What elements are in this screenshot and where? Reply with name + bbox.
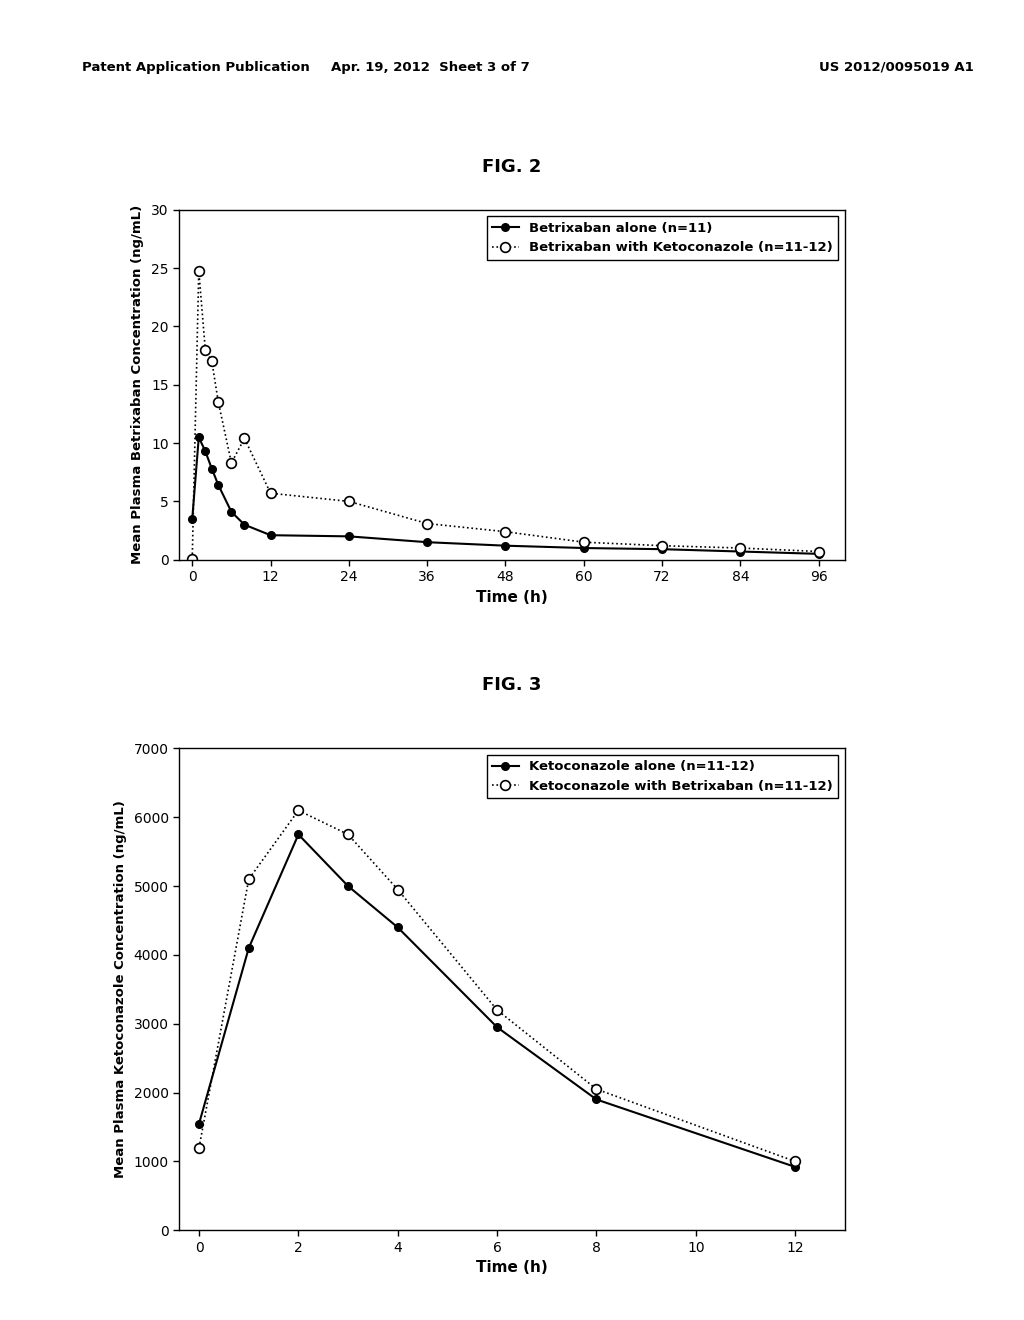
Ketoconazole with Betrixaban (n=11-12) — [788, 1154, 801, 1170]
Betrixaban alone (n=11) — [225, 504, 238, 520]
Betrixaban with Ketoconazole (n=11-12) — [656, 537, 669, 553]
Betrixaban alone (n=11) — [199, 444, 211, 459]
Betrixaban with Ketoconazole (n=11-12) — [193, 263, 205, 279]
Betrixaban with Ketoconazole (n=11-12) — [578, 535, 590, 550]
Betrixaban alone (n=11) — [206, 461, 218, 477]
Line: Ketoconazole with Betrixaban (n=11-12): Ketoconazole with Betrixaban (n=11-12) — [195, 805, 800, 1167]
Ketoconazole alone (n=11-12) — [342, 878, 354, 894]
Betrixaban with Ketoconazole (n=11-12) — [206, 354, 218, 370]
Y-axis label: Mean Plasma Ketoconazole Concentration (ng/mL): Mean Plasma Ketoconazole Concentration (… — [114, 800, 127, 1179]
Legend: Betrixaban alone (n=11), Betrixaban with Ketoconazole (n=11-12): Betrixaban alone (n=11), Betrixaban with… — [487, 216, 839, 260]
Text: FIG. 2: FIG. 2 — [482, 158, 542, 177]
Betrixaban alone (n=11) — [578, 540, 590, 556]
Betrixaban alone (n=11) — [813, 546, 825, 562]
Betrixaban alone (n=11) — [343, 528, 355, 544]
X-axis label: Time (h): Time (h) — [476, 1261, 548, 1275]
Ketoconazole with Betrixaban (n=11-12) — [292, 803, 304, 818]
Ketoconazole with Betrixaban (n=11-12) — [193, 1139, 205, 1155]
Line: Betrixaban alone (n=11): Betrixaban alone (n=11) — [188, 433, 822, 557]
Betrixaban with Ketoconazole (n=11-12) — [212, 395, 224, 411]
Betrixaban alone (n=11) — [500, 537, 512, 553]
Betrixaban alone (n=11) — [421, 535, 433, 550]
Text: FIG. 3: FIG. 3 — [482, 676, 542, 694]
Ketoconazole alone (n=11-12) — [193, 1115, 205, 1131]
Betrixaban with Ketoconazole (n=11-12) — [186, 550, 199, 566]
Ketoconazole alone (n=11-12) — [292, 826, 304, 842]
Betrixaban with Ketoconazole (n=11-12) — [264, 486, 276, 502]
Ketoconazole with Betrixaban (n=11-12) — [342, 826, 354, 842]
Ketoconazole with Betrixaban (n=11-12) — [590, 1081, 602, 1097]
Text: Apr. 19, 2012  Sheet 3 of 7: Apr. 19, 2012 Sheet 3 of 7 — [331, 61, 529, 74]
Ketoconazole alone (n=11-12) — [590, 1092, 602, 1107]
Text: US 2012/0095019 A1: US 2012/0095019 A1 — [819, 61, 974, 74]
X-axis label: Time (h): Time (h) — [476, 590, 548, 605]
Legend: Ketoconazole alone (n=11-12), Ketoconazole with Betrixaban (n=11-12): Ketoconazole alone (n=11-12), Ketoconazo… — [487, 755, 839, 799]
Betrixaban alone (n=11) — [212, 477, 224, 492]
Betrixaban with Ketoconazole (n=11-12) — [813, 544, 825, 560]
Betrixaban with Ketoconazole (n=11-12) — [225, 455, 238, 471]
Betrixaban with Ketoconazole (n=11-12) — [500, 524, 512, 540]
Line: Ketoconazole alone (n=11-12): Ketoconazole alone (n=11-12) — [196, 830, 799, 1171]
Betrixaban alone (n=11) — [264, 527, 276, 543]
Betrixaban with Ketoconazole (n=11-12) — [199, 342, 211, 358]
Line: Betrixaban with Ketoconazole (n=11-12): Betrixaban with Ketoconazole (n=11-12) — [187, 265, 823, 564]
Betrixaban alone (n=11) — [656, 541, 669, 557]
Betrixaban alone (n=11) — [734, 544, 746, 560]
Ketoconazole with Betrixaban (n=11-12) — [243, 871, 255, 887]
Ketoconazole with Betrixaban (n=11-12) — [391, 882, 403, 898]
Betrixaban alone (n=11) — [186, 511, 199, 527]
Text: Patent Application Publication: Patent Application Publication — [82, 61, 309, 74]
Ketoconazole alone (n=11-12) — [391, 920, 403, 936]
Ketoconazole alone (n=11-12) — [490, 1019, 503, 1035]
Ketoconazole with Betrixaban (n=11-12) — [490, 1002, 503, 1018]
Betrixaban with Ketoconazole (n=11-12) — [239, 430, 251, 446]
Ketoconazole alone (n=11-12) — [788, 1159, 801, 1175]
Betrixaban alone (n=11) — [239, 517, 251, 533]
Betrixaban alone (n=11) — [193, 429, 205, 445]
Betrixaban with Ketoconazole (n=11-12) — [734, 540, 746, 556]
Betrixaban with Ketoconazole (n=11-12) — [343, 494, 355, 510]
Betrixaban with Ketoconazole (n=11-12) — [421, 516, 433, 532]
Ketoconazole alone (n=11-12) — [243, 940, 255, 956]
Y-axis label: Mean Plasma Betrixaban Concentration (ng/mL): Mean Plasma Betrixaban Concentration (ng… — [131, 205, 144, 565]
